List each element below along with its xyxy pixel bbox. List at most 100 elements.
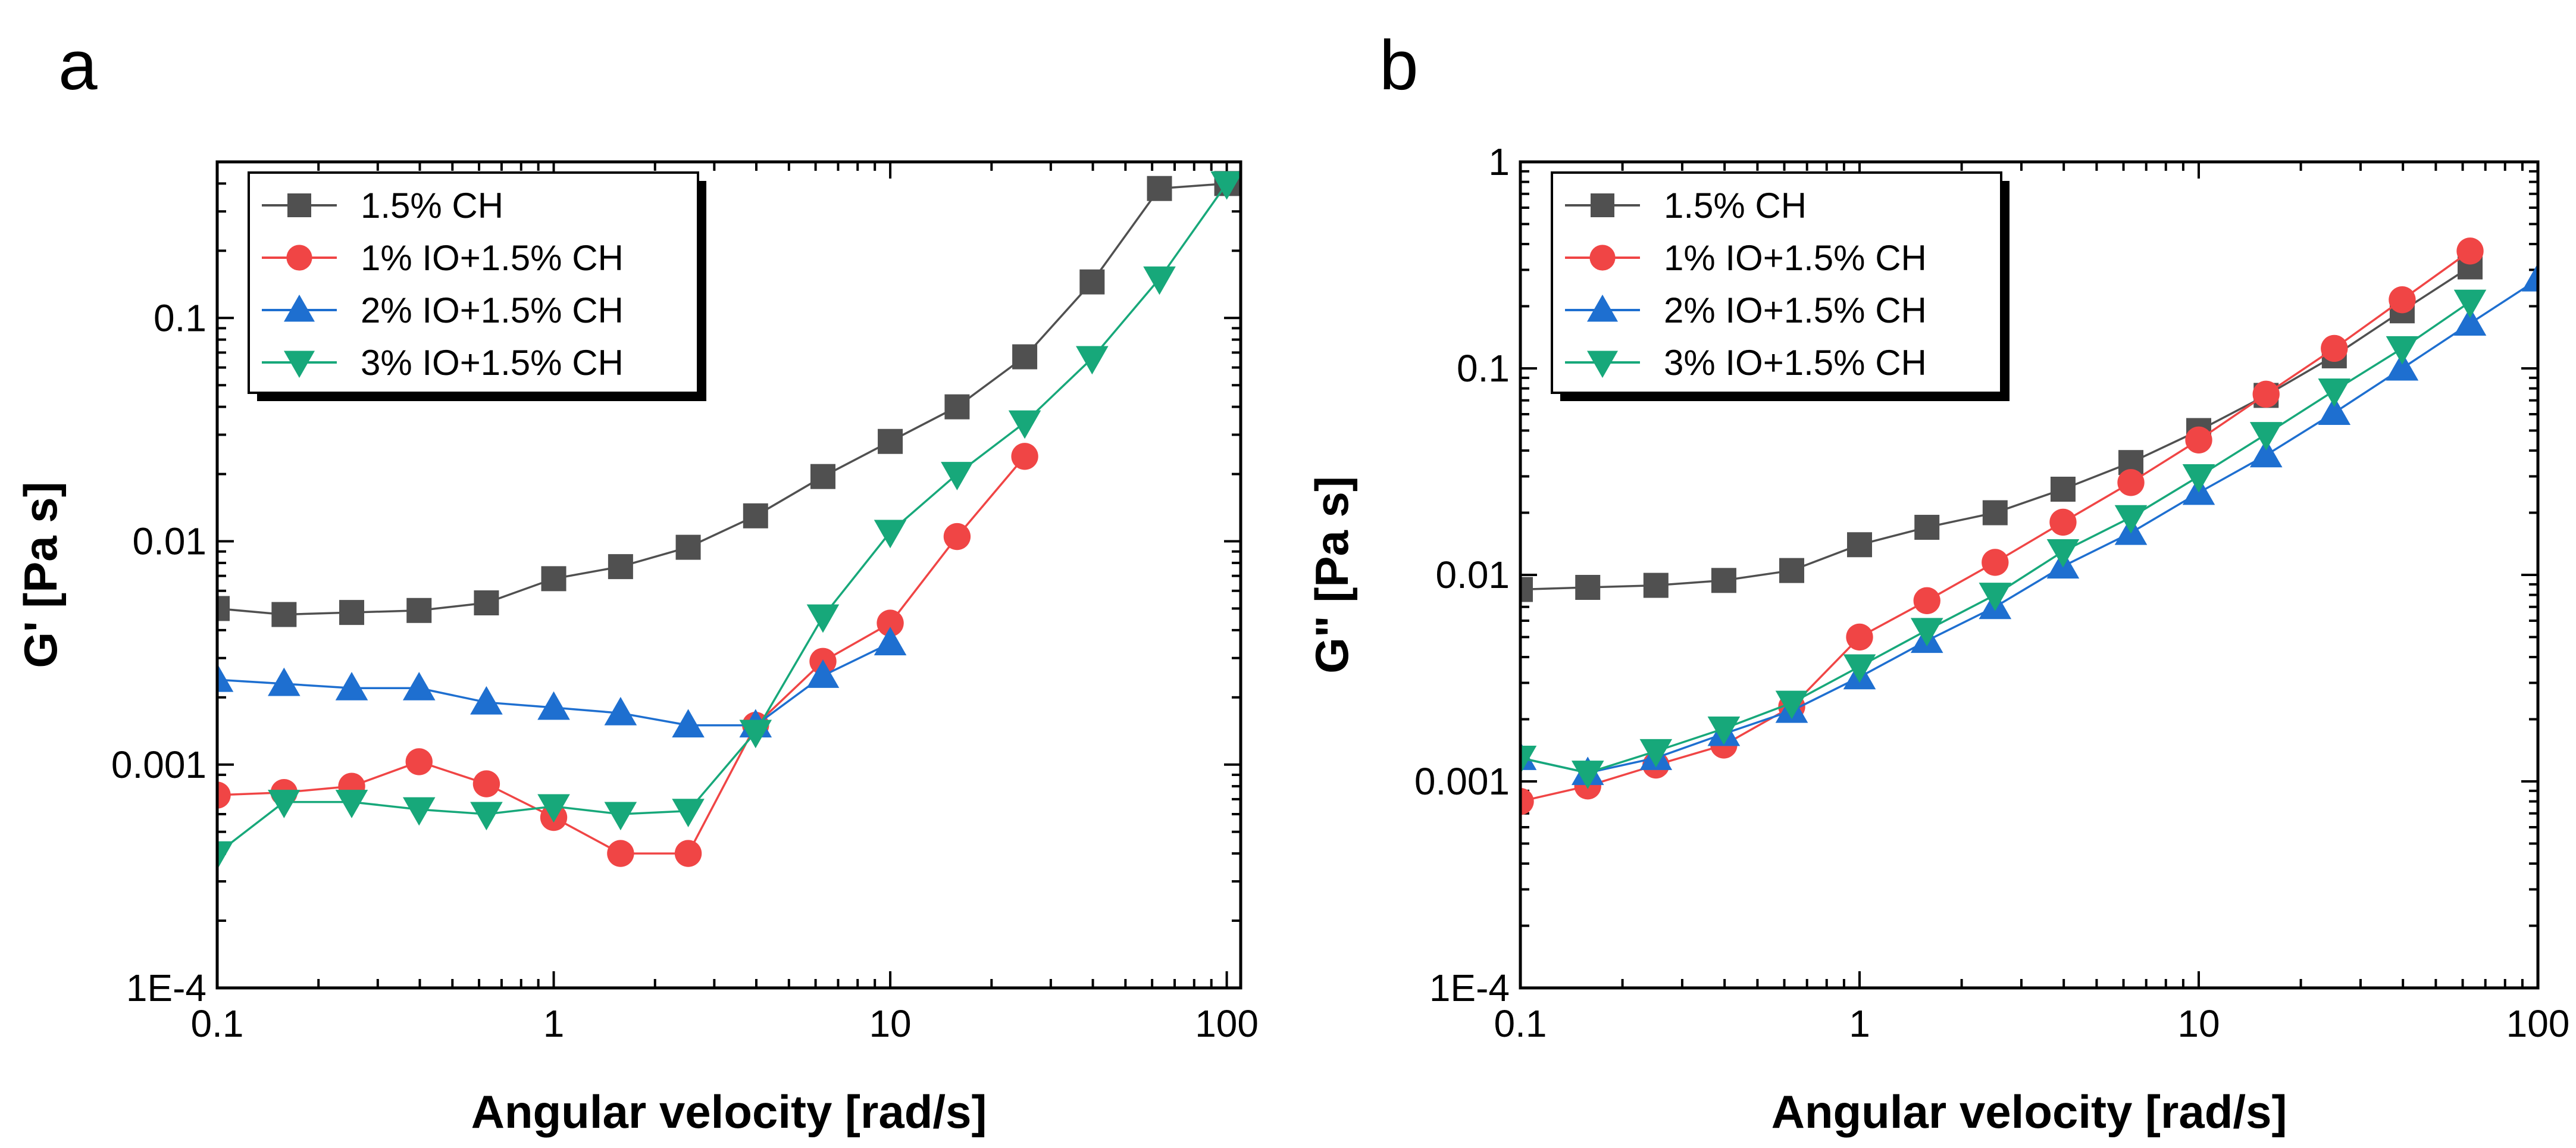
- data-point: [1779, 558, 1805, 583]
- legend-marker: [1589, 245, 1616, 271]
- data-point: [806, 604, 840, 633]
- data-point: [2114, 505, 2148, 534]
- data-point: [743, 503, 768, 528]
- y-axis-title: G" [Pa s]: [1306, 476, 1358, 674]
- data-point: [806, 659, 840, 688]
- x-tick-label: 10: [2177, 1002, 2220, 1045]
- data-point: [2050, 477, 2076, 502]
- data-point: [1012, 344, 1038, 370]
- y-tick-label: 1E-4: [126, 966, 206, 1009]
- x-axis-title: Angular velocity [rad/s]: [471, 1086, 987, 1138]
- plot-frame: [215, 160, 1242, 990]
- data-point: [1210, 171, 1242, 200]
- data-point: [268, 790, 301, 818]
- data-point: [271, 602, 297, 627]
- data-point: [537, 691, 570, 720]
- data-point: [1847, 532, 1872, 558]
- data-point: [2117, 469, 2145, 496]
- plot-area: [1519, 237, 2539, 815]
- data-point: [1707, 716, 1741, 745]
- data-point: [268, 667, 301, 696]
- legend-marker: [1587, 351, 1618, 378]
- x-tick-label: 10: [869, 1002, 911, 1045]
- data-point: [1575, 574, 1601, 600]
- data-point: [944, 394, 970, 420]
- legend-entry-1-5pct-ch: 1.5% CH: [1565, 186, 1807, 226]
- data-point: [874, 520, 907, 549]
- data-point: [739, 720, 772, 749]
- data-point: [1519, 577, 1533, 602]
- data-point: [1979, 583, 2012, 611]
- legend-entry-1pct-io-plus-1-5pct-ch: 1% IO+1.5% CH: [262, 238, 624, 278]
- data-point: [1843, 654, 1876, 683]
- data-point: [2521, 263, 2539, 292]
- data-point: [406, 598, 432, 623]
- data-point: [2249, 422, 2283, 451]
- panel-b: b 0.1 1 10 100 1E-4 0.001 0.01 0.1 1 Angular veloc…: [1306, 26, 2569, 1138]
- data-point: [1982, 549, 2009, 576]
- y-tick-label: 0.001: [1414, 760, 1510, 803]
- legend-label: 1.5% CH: [1664, 186, 1807, 226]
- legend-label: 1% IO+1.5% CH: [1664, 238, 1927, 278]
- data-point: [405, 748, 433, 775]
- legend: 1.5% CH 1% IO+1.5% CH 2% IO+1.5% CH 3% IO+1…: [1551, 171, 2010, 401]
- series-line: [217, 182, 1227, 616]
- data-point: [2185, 426, 2212, 454]
- data-point: [537, 794, 570, 823]
- legend-label: 3% IO+1.5% CH: [1664, 343, 1927, 383]
- x-tick-label: 0.1: [1494, 1002, 1547, 1045]
- data-point: [877, 609, 904, 637]
- data-point: [674, 840, 702, 867]
- legend-marker: [284, 295, 315, 322]
- y-axis-title: G' [Pa s]: [14, 481, 67, 668]
- data-point: [604, 696, 637, 725]
- data-point: [1143, 266, 1176, 295]
- series-1-5pct-ch: [216, 171, 1240, 627]
- y-tick-label: 0.1: [1457, 347, 1510, 390]
- y-tick-label: 0.01: [132, 520, 206, 563]
- data-point: [2456, 237, 2484, 265]
- data-point: [402, 797, 436, 826]
- data-point: [1846, 623, 1873, 651]
- data-point: [1079, 269, 1105, 295]
- data-point: [1643, 573, 1669, 598]
- data-point: [216, 781, 231, 809]
- data-point: [672, 709, 705, 738]
- data-point: [607, 840, 634, 867]
- plot-area: [216, 171, 1242, 870]
- legend-marker: [286, 245, 312, 271]
- data-point: [2453, 289, 2487, 318]
- data-point: [1571, 761, 1604, 789]
- data-point: [541, 566, 566, 592]
- legend-entry-2pct-io-plus-1-5pct-ch: 2% IO+1.5% CH: [262, 290, 624, 330]
- series-3pct-io-plus-1-5pct-ch: [1519, 289, 2487, 789]
- x-axis-title: Angular velocity [rad/s]: [1771, 1086, 2287, 1138]
- data-point: [216, 663, 234, 692]
- x-tick-label: 0.1: [191, 1002, 244, 1045]
- data-point: [335, 790, 368, 818]
- data-point: [1910, 618, 1943, 647]
- legend-marker: [1591, 193, 1614, 217]
- legend-marker: [287, 193, 311, 217]
- series-2pct-io-plus-1-5pct-ch: [216, 627, 907, 738]
- data-point: [608, 554, 633, 580]
- y-tick-label: 0.001: [111, 743, 206, 786]
- data-point: [2453, 307, 2487, 336]
- data-point: [2321, 334, 2348, 362]
- data-point: [675, 534, 701, 560]
- legend-entry-1-5pct-ch: 1.5% CH: [262, 186, 503, 226]
- data-point: [810, 464, 835, 489]
- y-tick-label: 1E-4: [1429, 966, 1510, 1009]
- data-point: [2182, 464, 2215, 493]
- data-point: [339, 600, 365, 625]
- data-point: [604, 802, 637, 831]
- y-tick-label: 0.01: [1435, 553, 1510, 596]
- data-point: [672, 799, 705, 827]
- data-point: [472, 770, 500, 797]
- data-point: [941, 462, 974, 490]
- legend-label: 1% IO+1.5% CH: [361, 238, 624, 278]
- data-point: [2318, 378, 2351, 407]
- data-point: [216, 596, 230, 621]
- data-point: [1982, 500, 2008, 525]
